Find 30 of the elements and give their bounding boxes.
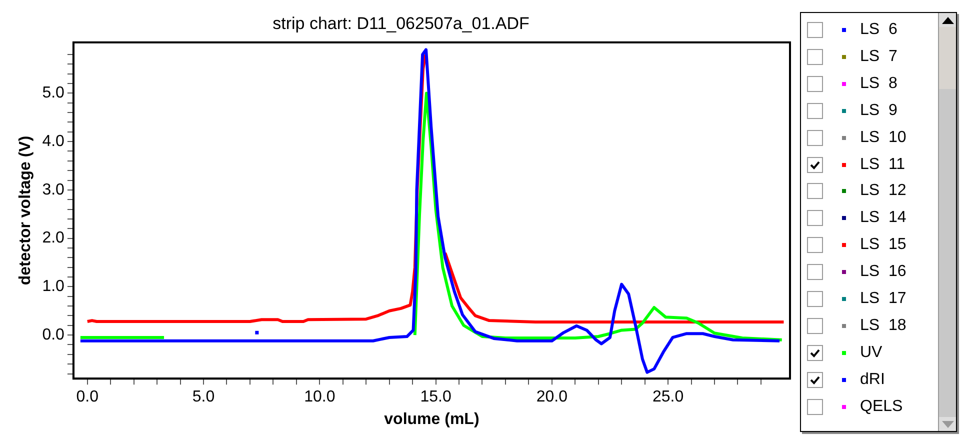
x-tick-label: 20.0 [536, 388, 568, 406]
legend-label: LS 14 [860, 209, 906, 228]
y-tick-label: 1.0 [42, 278, 65, 296]
y-tick-label: 2.0 [42, 230, 65, 247]
legend-label: LS 9 [860, 102, 898, 120]
y-tick-label: 3.0 [42, 181, 65, 198]
y-axis-title: detector voltage (V) [17, 136, 34, 286]
y-tick-label: 5.0 [42, 84, 65, 102]
legend-label: QELS [860, 398, 903, 416]
y-tick-label: 4.0 [42, 132, 65, 150]
legend-label: dRI [860, 370, 885, 389]
y-tick-label: 0.0 [42, 326, 65, 344]
legend-label: LS 18 [860, 316, 906, 335]
x-tick-label: 25.0 [652, 388, 684, 406]
x-tick-label: 0.0 [76, 388, 99, 406]
x-tick-label: 10.0 [304, 388, 336, 406]
legend-label: LS 12 [860, 182, 906, 200]
x-axis-title: volume (mL) [384, 410, 480, 428]
x-tick-label: 15.0 [420, 388, 452, 406]
legend-label: UV [860, 344, 882, 362]
legend-label: LS 6 [860, 21, 898, 39]
legend-label: LS 8 [860, 74, 898, 93]
x-tick-label: 5.0 [192, 388, 215, 406]
legend-label: LS 7 [860, 48, 898, 66]
legend-label: LS 10 [860, 128, 906, 147]
legend-label: LS 16 [860, 263, 906, 282]
chart-title: strip chart: D11_062507a_01.ADF [272, 14, 530, 33]
legend-label: LS 17 [860, 290, 906, 308]
legend-label: LS 11 [860, 156, 906, 174]
legend-label: LS 15 [860, 236, 906, 254]
